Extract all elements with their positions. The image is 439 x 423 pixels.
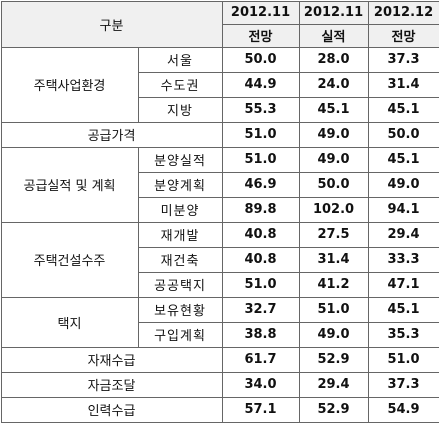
value-cell: 34.0 — [222, 372, 299, 397]
value-cell: 57.1 — [222, 397, 299, 422]
sub-label: 구입계획 — [138, 322, 222, 347]
value-cell: 54.9 — [368, 397, 439, 422]
value-cell: 50.0 — [299, 172, 368, 197]
value-cell: 29.4 — [368, 222, 439, 247]
value-cell: 46.9 — [222, 172, 299, 197]
column-period: 2012.11 — [222, 1, 299, 24]
sub-label: 분양실적 — [138, 147, 222, 172]
value-cell: 28.0 — [299, 47, 368, 72]
value-cell: 52.9 — [299, 397, 368, 422]
group-label: 공급가격 — [1, 122, 222, 147]
sub-label: 재개발 — [138, 222, 222, 247]
group-label: 공급실적 및 계획 — [1, 147, 138, 222]
value-cell: 38.8 — [222, 322, 299, 347]
value-cell: 50.0 — [368, 122, 439, 147]
sub-label: 분양계획 — [138, 172, 222, 197]
value-cell: 50.0 — [222, 47, 299, 72]
group-label: 자재수급 — [1, 347, 222, 372]
value-cell: 49.0 — [299, 322, 368, 347]
value-cell: 35.3 — [368, 322, 439, 347]
value-cell: 31.4 — [299, 247, 368, 272]
value-cell: 52.9 — [299, 347, 368, 372]
value-cell: 47.1 — [368, 272, 439, 297]
value-cell: 51.0 — [222, 122, 299, 147]
value-cell: 89.8 — [222, 197, 299, 222]
value-cell: 55.3 — [222, 97, 299, 122]
value-cell: 94.1 — [368, 197, 439, 222]
value-cell: 45.1 — [368, 297, 439, 322]
value-cell: 102.0 — [299, 197, 368, 222]
value-cell: 40.8 — [222, 222, 299, 247]
group-label: 택지 — [1, 297, 138, 347]
value-cell: 31.4 — [368, 72, 439, 97]
value-cell: 37.3 — [368, 47, 439, 72]
value-cell: 45.1 — [368, 147, 439, 172]
column-kind: 전망 — [368, 24, 439, 47]
value-cell: 24.0 — [299, 72, 368, 97]
value-cell: 40.8 — [222, 247, 299, 272]
value-cell: 45.1 — [368, 97, 439, 122]
group-label: 자금조달 — [1, 372, 222, 397]
value-cell: 49.0 — [368, 172, 439, 197]
column-period: 2012.12 — [368, 1, 439, 24]
sub-label: 공공택지 — [138, 272, 222, 297]
value-cell: 49.0 — [299, 147, 368, 172]
sub-label: 미분양 — [138, 197, 222, 222]
value-cell: 51.0 — [222, 147, 299, 172]
group-label: 주택사업환경 — [1, 47, 138, 122]
value-cell: 44.9 — [222, 72, 299, 97]
column-kind: 실적 — [299, 24, 368, 47]
value-cell: 45.1 — [299, 97, 368, 122]
value-cell: 49.0 — [299, 122, 368, 147]
sub-label: 보유현황 — [138, 297, 222, 322]
sub-label: 수도권 — [138, 72, 222, 97]
value-cell: 61.7 — [222, 347, 299, 372]
sub-label: 서울 — [138, 47, 222, 72]
sub-label: 재건축 — [138, 247, 222, 272]
value-cell: 51.0 — [299, 297, 368, 322]
value-cell: 27.5 — [299, 222, 368, 247]
value-cell: 51.0 — [368, 347, 439, 372]
header-category: 구분 — [1, 1, 222, 47]
value-cell: 29.4 — [299, 372, 368, 397]
value-cell: 41.2 — [299, 272, 368, 297]
group-label: 인력수급 — [1, 397, 222, 422]
value-cell: 37.3 — [368, 372, 439, 397]
value-cell: 32.7 — [222, 297, 299, 322]
value-cell: 33.3 — [368, 247, 439, 272]
column-period: 2012.11 — [299, 1, 368, 24]
value-cell: 51.0 — [222, 272, 299, 297]
sub-label: 지방 — [138, 97, 222, 122]
column-kind: 전망 — [222, 24, 299, 47]
group-label: 주택건설수주 — [1, 222, 138, 297]
